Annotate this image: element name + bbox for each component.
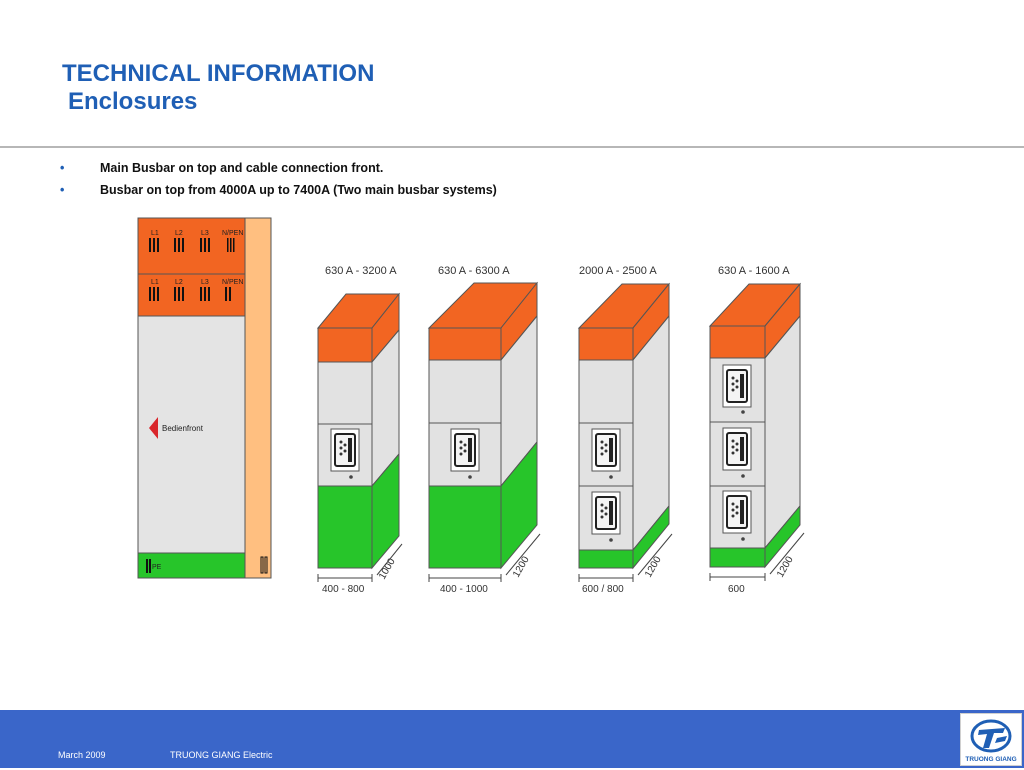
cabinet-rating: 630 A - 3200 A: [325, 265, 397, 277]
title-main: TECHNICAL INFORMATION: [62, 60, 375, 87]
front-label: Bedienfront: [162, 424, 204, 433]
phase-label: N/PEN: [222, 279, 243, 286]
pe-bar-icon: [146, 559, 148, 573]
company-logo: TRUONG GIANG: [960, 713, 1022, 766]
cabinet-rating: 2000 A - 2500 A: [579, 265, 657, 277]
cabinet-width: 400 - 800: [322, 584, 365, 595]
footer-date: March 2009: [58, 750, 106, 760]
cabinet-4: 630 A - 1600 A 600 1200: [708, 265, 805, 595]
busbar-bars-top: [149, 238, 235, 252]
side-view: L1 L2 L3 N/PEN L1 L2 L3 N/PEN Bedienfron…: [137, 217, 272, 579]
page-title: TECHNICAL INFORMATION Enclosures: [62, 60, 374, 116]
cabinet-1: 630 A - 3200 A 400 - 800 1000: [316, 265, 403, 595]
cabinet-rating: 630 A - 6300 A: [438, 265, 510, 277]
cabinet-2: 630 A - 6300 A 400 - 1000 1200: [427, 265, 541, 595]
bullet-dot: •: [60, 161, 65, 175]
pe-label: PE: [152, 564, 162, 571]
cabinet-width: 600 / 800: [582, 584, 624, 595]
cabinet-width: 400 - 1000: [440, 584, 488, 595]
phase-label: L1: [151, 279, 159, 286]
cabinet-depth: 1000: [377, 556, 398, 581]
cabinet-depth: 1200: [643, 554, 664, 579]
busbar-bars-bottom: [149, 287, 231, 301]
phase-label: L2: [175, 230, 183, 237]
cabinet-depth: 1200: [511, 554, 532, 579]
phase-label: L3: [201, 279, 209, 286]
phase-label: N/PEN: [222, 230, 243, 237]
bullet-text: Main Busbar on top and cable connection …: [100, 161, 384, 175]
cabinet-rating: 630 A - 1600 A: [718, 265, 790, 277]
footer-company: TRUONG GIANG Electric: [170, 750, 273, 760]
arrow-left-icon: [149, 417, 158, 439]
title-sub: Enclosures: [68, 88, 198, 115]
footer-bar: March 2009 TRUONG GIANG Electric: [0, 710, 1024, 768]
logo-text: TRUONG GIANG: [965, 756, 1016, 763]
cabinet-depth: 1200: [775, 554, 796, 579]
divider: [0, 146, 1024, 148]
phase-label: L2: [175, 279, 183, 286]
cabinet-3: 2000 A - 2500 A 600 / 800 1200: [577, 265, 673, 595]
cabinet-width: 600: [728, 584, 745, 595]
enclosure-diagram: L1 L2 L3 N/PEN L1 L2 L3 N/PEN Bedienfron…: [137, 217, 805, 595]
phase-label: L3: [201, 230, 209, 237]
bullet-text: Busbar on top from 4000A up to 7400A (Tw…: [100, 183, 497, 197]
bullet-dot: •: [60, 183, 65, 197]
phase-label: L1: [151, 230, 159, 237]
